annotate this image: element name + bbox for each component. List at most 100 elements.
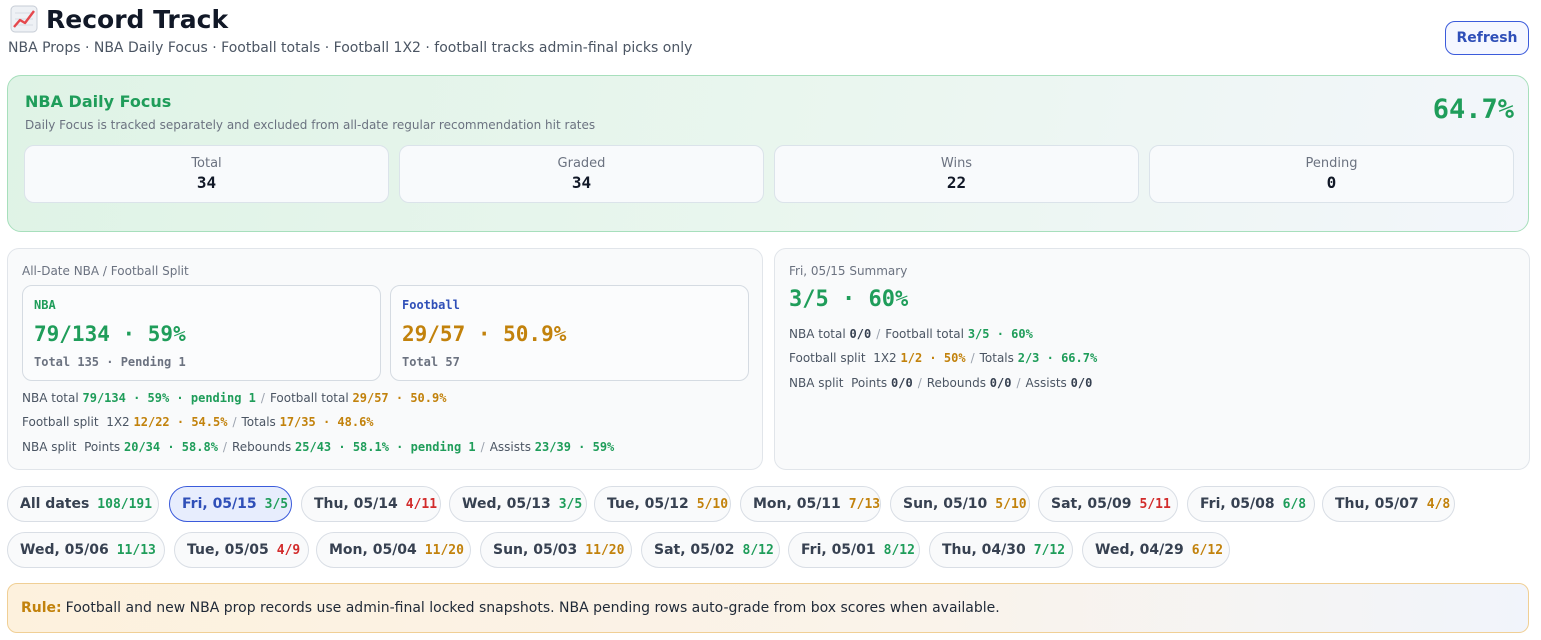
card-value: 29/57 · 50.9% (402, 322, 567, 346)
line-value: 25/43 · 58.1% · pending 1 (295, 440, 476, 454)
chip-label: Sat, 05/02 (654, 542, 735, 558)
football-split-line: Football split 1X2 12/22 · 54.5% / Totals … (22, 415, 374, 429)
chip-value: 8/12 (883, 542, 915, 558)
chip-value: 11/20 (585, 542, 625, 558)
line-label: NBA split (22, 440, 77, 454)
date-chip[interactable]: Mon, 05/11 7/13 (740, 486, 881, 522)
chip-label: Thu, 05/14 (314, 496, 398, 512)
date-chip[interactable]: Sat, 05/09 5/11 (1038, 486, 1178, 522)
nba-split-card: NBA 79/134 · 59% Total 135 · Pending 1 (22, 285, 381, 381)
line-label: Points (851, 376, 888, 390)
page-title: Record Track (46, 4, 229, 34)
chip-label: Wed, 05/13 (462, 496, 551, 512)
line-value: 0/0 (849, 327, 872, 341)
line-label: 1X2 (873, 351, 897, 365)
date-chip[interactable]: Sun, 05/03 11/20 (480, 532, 632, 568)
focus-title: NBA Daily Focus (25, 92, 172, 111)
stat-wins: Wins 22 (774, 145, 1139, 203)
page-subtitle: NBA Props · NBA Daily Focus · Football t… (8, 40, 693, 56)
totals-line: NBA total 79/134 · 59% · pending 1/Footb… (22, 391, 447, 405)
line-value: 29/57 · 50.9% (352, 391, 447, 405)
card-subtext: Total 57 (402, 355, 460, 369)
chip-value: 8/12 (742, 542, 774, 558)
line-label: Rebounds (231, 440, 292, 454)
line-label: NBA total (789, 327, 846, 341)
date-chip[interactable]: Thu, 05/14 4/11 (301, 486, 441, 522)
date-chip[interactable]: Wed, 04/29 6/12 (1082, 532, 1230, 568)
chip-value: 4/9 (276, 542, 301, 558)
chip-label: Thu, 04/30 (942, 542, 1026, 558)
chip-value: 108/191 (97, 496, 153, 512)
date-chip[interactable]: Sat, 05/02 8/12 (641, 532, 780, 568)
stat-total: Total 34 (24, 145, 389, 203)
line-value: 20/34 · 58.8% (124, 440, 218, 454)
rule-label: Rule: (21, 600, 62, 616)
nba-split-line: NBA split Points 0/0/Rebounds 0/0/Assist… (789, 376, 1093, 390)
chip-label: Sun, 05/03 (493, 542, 578, 558)
date-chip[interactable]: Thu, 05/07 4/8 (1322, 486, 1455, 522)
line-value: 0/0 (891, 376, 913, 390)
chip-value: 4/8 (1426, 496, 1451, 512)
line-value: 17/35 · 48.6% (279, 415, 374, 429)
focus-hit-rate: 64.7% (1432, 94, 1514, 125)
date-chip[interactable]: Sun, 05/10 5/10 (890, 486, 1030, 522)
date-chip[interactable]: Mon, 05/04 11/20 (316, 532, 471, 568)
date-chip[interactable]: Fri, 05/01 8/12 (788, 532, 920, 568)
date-chip[interactable]: Wed, 05/06 11/13 (7, 532, 165, 568)
card-value: 79/134 · 59% (34, 322, 186, 346)
chip-value: 11/20 (424, 542, 464, 558)
line-value: 2/3 · 66.7% (1017, 351, 1098, 365)
chip-value: 3/5 (558, 496, 583, 512)
chip-label: Mon, 05/11 (753, 496, 841, 512)
focus-description: Daily Focus is tracked separately and ex… (25, 118, 596, 132)
chip-value: 4/11 (405, 496, 438, 512)
line-label: 1X2 (106, 415, 130, 429)
stat-value: 0 (1326, 173, 1337, 192)
date-chip[interactable]: Tue, 05/12 5/10 (594, 486, 731, 522)
line-label: Football total (885, 327, 964, 341)
line-label: Football total (269, 391, 349, 405)
chip-label: Wed, 04/29 (1095, 542, 1184, 558)
date-chip[interactable]: Wed, 05/13 3/5 (449, 486, 587, 522)
chip-label: Thu, 05/07 (1335, 496, 1419, 512)
chip-value: 6/8 (1282, 496, 1307, 512)
football-split-line: Football split 1X2 1/2 · 50% / Totals 2/3 … (789, 351, 1098, 365)
line-label: Points (84, 440, 121, 454)
stat-label: Pending (1305, 156, 1358, 171)
chip-value: 6/12 (1191, 542, 1224, 558)
line-label: NBA split (789, 376, 844, 390)
line-value: 12/22 · 54.5% (133, 415, 228, 429)
line-label: Rebounds (926, 376, 986, 390)
chip-value: 5/10 (995, 496, 1027, 512)
date-chip-active[interactable]: Fri, 05/15 3/5 (169, 486, 292, 522)
line-value: 0/0 (989, 376, 1012, 390)
line-label: Totals (979, 351, 1014, 365)
card-label: NBA (34, 298, 56, 312)
chip-value: 7/12 (1033, 542, 1066, 558)
all-date-split-panel: All-Date NBA / Football Split NBA 79/134… (7, 248, 763, 470)
chip-label: Mon, 05/04 (329, 542, 417, 558)
stat-value: 34 (196, 173, 217, 192)
line-value: 3/5 · 60% (967, 327, 1033, 341)
date-chip-all[interactable]: All dates 108/191 (7, 486, 159, 522)
date-chip[interactable]: Fri, 05/08 6/8 (1187, 486, 1315, 522)
stat-value: 22 (946, 173, 967, 192)
summary-hit-rate: 3/5 · 60% (789, 287, 909, 312)
chip-value: 11/13 (116, 542, 156, 558)
chip-value: 5/11 (1139, 496, 1171, 512)
line-value: 23/39 · 59% (534, 440, 615, 454)
stat-value: 34 (571, 173, 592, 192)
date-chip[interactable]: Tue, 05/05 4/9 (174, 532, 309, 568)
chip-value: 3/5 (264, 496, 289, 512)
chip-label: Fri, 05/01 (801, 542, 876, 558)
line-value: 0/0 (1070, 376, 1093, 390)
stat-graded: Graded 34 (399, 145, 764, 203)
chip-label: Sat, 05/09 (1051, 496, 1132, 512)
date-summary-panel: Fri, 05/15 Summary 3/5 · 60% NBA total 0… (774, 248, 1530, 470)
chip-value: 7/13 (848, 496, 881, 512)
line-label: Totals (241, 415, 276, 429)
date-chip[interactable]: Thu, 04/30 7/12 (929, 532, 1073, 568)
card-label: Football (402, 298, 460, 312)
refresh-button[interactable]: Refresh (1445, 21, 1529, 55)
page-header: Record Track NBA Props · NBA Daily Focus… (8, 2, 693, 57)
